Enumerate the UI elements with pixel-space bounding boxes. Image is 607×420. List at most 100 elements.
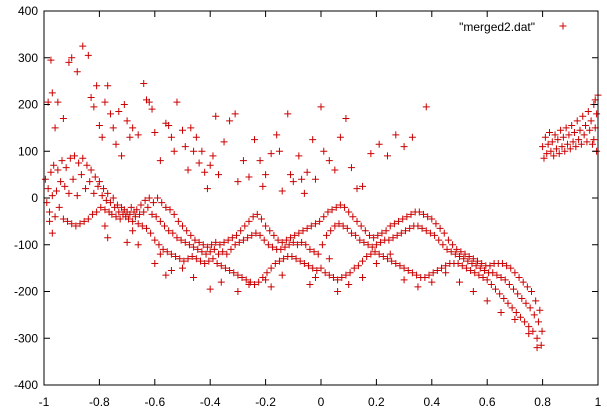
x-tick-label: -1 xyxy=(39,395,50,409)
data-point xyxy=(262,222,270,230)
x-tick-label: 0.6 xyxy=(479,395,496,409)
data-point xyxy=(210,245,218,253)
data-point xyxy=(167,133,175,141)
data-point xyxy=(191,236,199,244)
data-point xyxy=(170,210,178,218)
data-point xyxy=(165,122,173,130)
data-point xyxy=(379,252,387,260)
data-point xyxy=(350,264,358,272)
data-point xyxy=(476,264,484,272)
data-point xyxy=(311,220,319,228)
data-point xyxy=(331,166,339,174)
data-point xyxy=(220,238,228,246)
data-point xyxy=(145,98,153,106)
data-point xyxy=(201,168,209,176)
data-point xyxy=(293,241,301,249)
data-point xyxy=(244,234,252,242)
data-point xyxy=(582,122,590,130)
data-point xyxy=(548,138,556,146)
data-point xyxy=(100,185,108,193)
data-point xyxy=(219,248,227,256)
data-point xyxy=(267,283,275,291)
data-point xyxy=(151,236,159,244)
data-point xyxy=(555,150,563,158)
data-point xyxy=(41,175,49,183)
data-point xyxy=(378,229,386,237)
data-point xyxy=(550,152,558,160)
data-point xyxy=(104,234,112,242)
data-point xyxy=(361,227,369,235)
data-point xyxy=(84,215,92,223)
data-point xyxy=(329,273,337,281)
data-point xyxy=(203,185,211,193)
data-point xyxy=(239,236,247,244)
data-point xyxy=(323,231,331,239)
data-point xyxy=(148,105,156,113)
data-point xyxy=(176,255,184,263)
y-tick-label: -300 xyxy=(14,331,38,345)
data-point xyxy=(540,154,548,162)
data-point xyxy=(206,161,214,169)
data-point xyxy=(237,227,245,235)
data-point xyxy=(396,262,404,270)
data-point xyxy=(271,259,279,267)
data-point xyxy=(586,126,594,134)
data-point xyxy=(456,278,463,286)
data-point xyxy=(569,138,577,146)
data-point xyxy=(278,271,286,279)
data-point xyxy=(136,210,144,218)
data-point xyxy=(109,124,117,132)
data-point xyxy=(489,269,497,277)
data-point xyxy=(208,241,216,249)
data-point xyxy=(593,110,601,118)
data-point xyxy=(536,306,544,314)
data-point xyxy=(101,206,109,214)
data-point xyxy=(59,215,67,223)
legend-marker-symbol xyxy=(559,22,567,30)
data-point xyxy=(298,175,306,183)
data-point xyxy=(525,323,533,331)
data-point xyxy=(541,133,549,141)
data-point xyxy=(126,210,134,218)
data-point xyxy=(539,143,547,151)
data-point xyxy=(383,152,391,160)
data-point xyxy=(263,269,271,277)
data-point xyxy=(160,222,168,230)
data-point xyxy=(179,264,186,272)
data-point xyxy=(270,231,278,239)
data-point xyxy=(559,133,567,141)
data-point xyxy=(148,210,156,218)
data-point xyxy=(303,168,311,176)
data-point xyxy=(223,250,231,258)
data-point xyxy=(77,171,85,179)
data-point xyxy=(192,255,200,263)
data-point xyxy=(156,157,164,165)
data-point xyxy=(487,280,495,288)
data-point xyxy=(66,154,74,162)
data-point xyxy=(400,276,408,284)
data-point xyxy=(467,266,475,274)
data-point xyxy=(115,108,123,116)
data-point xyxy=(173,98,181,106)
data-point xyxy=(519,278,527,286)
data-point xyxy=(104,82,112,90)
data-point xyxy=(526,304,534,312)
x-tick-label: -0.6 xyxy=(144,395,165,409)
data-point xyxy=(104,189,112,197)
data-point xyxy=(190,273,198,281)
data-point xyxy=(87,93,95,101)
data-point xyxy=(62,164,70,172)
data-point xyxy=(300,189,308,197)
x-tick-label: 1 xyxy=(595,395,602,409)
data-point xyxy=(552,145,560,153)
data-point xyxy=(206,285,214,293)
data-point xyxy=(492,285,500,293)
data-point xyxy=(408,269,416,277)
data-point xyxy=(507,264,515,272)
data-point xyxy=(190,147,198,155)
data-point xyxy=(462,264,470,272)
data-point xyxy=(198,248,206,256)
data-point xyxy=(113,201,121,209)
data-point xyxy=(317,264,325,272)
